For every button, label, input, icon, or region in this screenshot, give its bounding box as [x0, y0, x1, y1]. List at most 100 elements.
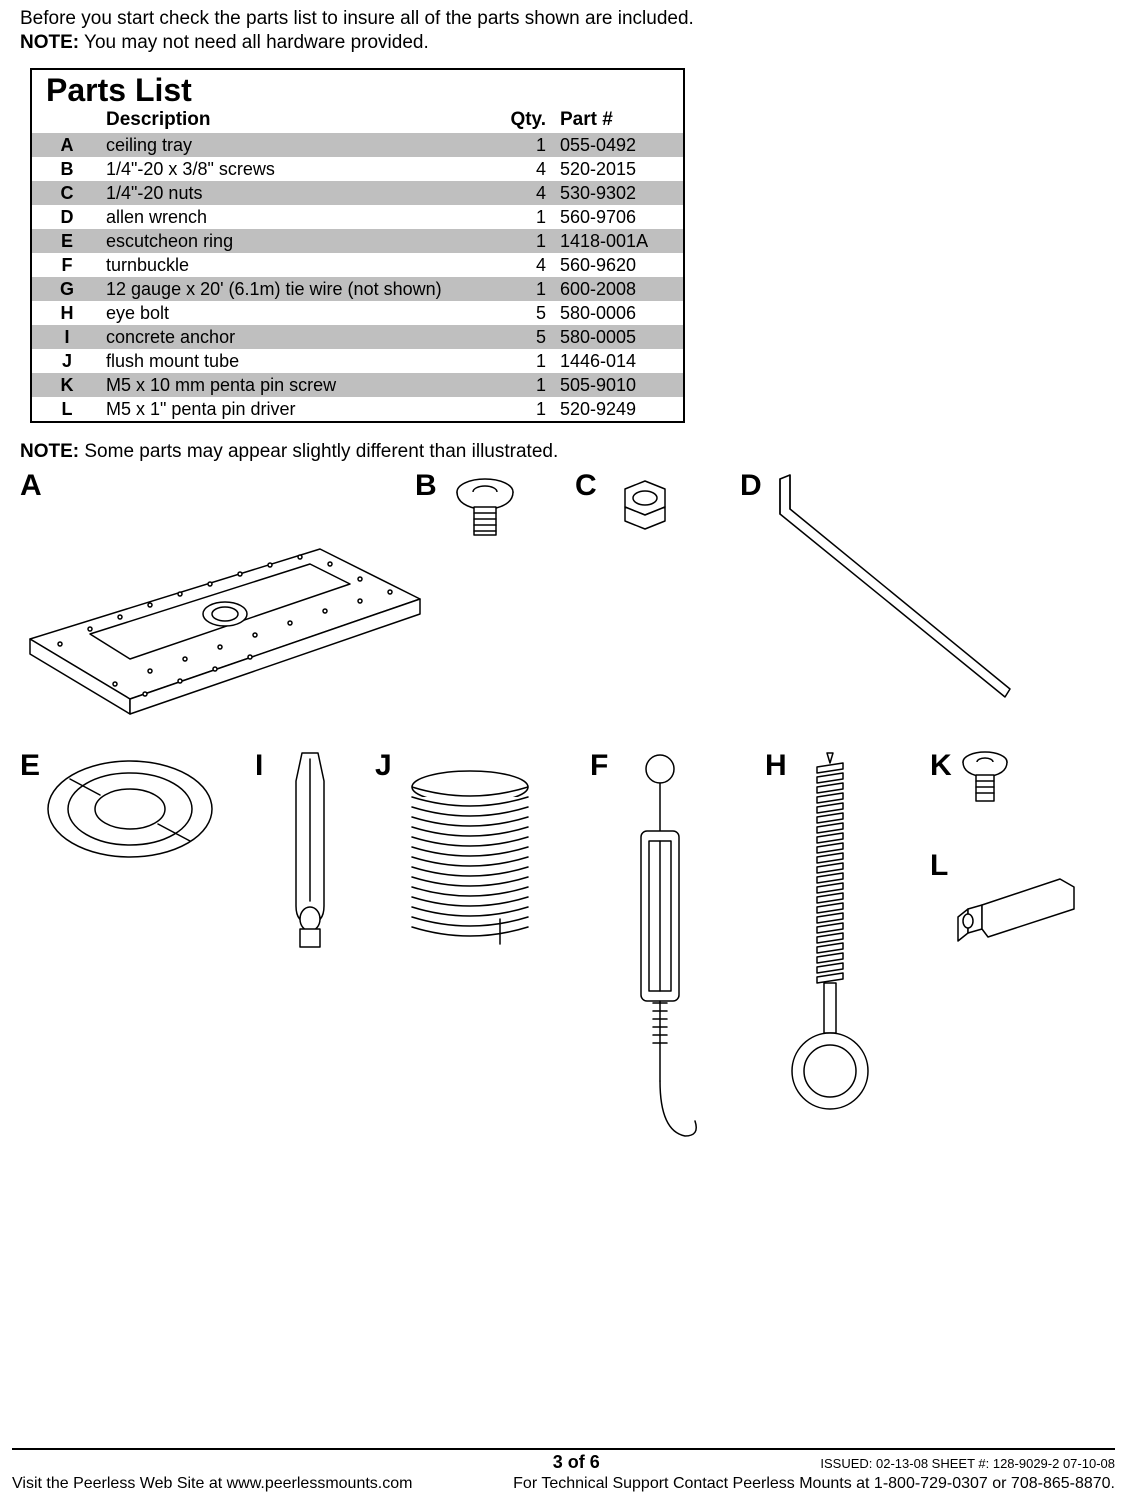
footer-page-number: 3 of 6 — [332, 1452, 820, 1473]
row-desc: eye bolt — [102, 301, 502, 325]
row-id: E — [32, 229, 102, 253]
row-part: 560-9620 — [552, 253, 682, 277]
part-label-f: F — [590, 749, 608, 783]
row-part: 520-2015 — [552, 157, 682, 181]
row-part: 530-9302 — [552, 181, 682, 205]
note-2-rest: Some parts may appear slightly different… — [79, 441, 558, 462]
part-illustration-a — [20, 479, 430, 724]
row-qty: 1 — [502, 277, 552, 301]
footer-right: For Technical Support Contact Peerless M… — [513, 1475, 1115, 1493]
part-label-h: H — [765, 749, 787, 783]
part-label-d: D — [740, 469, 762, 503]
page: Before you start check the parts list to… — [0, 0, 1127, 1499]
row-desc: M5 x 10 mm penta pin screw — [102, 373, 502, 397]
part-illustration-k — [958, 751, 1013, 816]
row-id: G — [32, 277, 102, 301]
table-row: Jflush mount tube11446-014 — [32, 349, 683, 373]
row-qty: 1 — [502, 349, 552, 373]
row-id: A — [32, 133, 102, 157]
row-qty: 5 — [502, 301, 552, 325]
row-id: J — [32, 349, 102, 373]
table-row: G12 gauge x 20' (6.1m) tie wire (not sho… — [32, 277, 683, 301]
part-illustration-c — [610, 477, 680, 542]
parts-table: Parts List Description Qty. Part # Aceil… — [30, 68, 685, 423]
note-label-1: NOTE: — [20, 32, 79, 53]
row-qty: 1 — [502, 397, 552, 421]
part-label-l: L — [930, 849, 948, 883]
part-illustration-b — [450, 477, 520, 552]
intro-line-1: Before you start check the parts list to… — [20, 8, 1107, 30]
part-illustration-l — [950, 869, 1085, 954]
table-row: Aceiling tray1055-0492 — [32, 133, 683, 157]
row-part: 580-0006 — [552, 301, 682, 325]
part-illustration-j — [400, 769, 540, 954]
row-id: B — [32, 157, 102, 181]
row-part: 560-9706 — [552, 205, 682, 229]
row-id: C — [32, 181, 102, 205]
note-2: NOTE: Some parts may appear slightly dif… — [20, 441, 1107, 463]
parts-table-title: Parts List — [32, 70, 683, 109]
row-desc: concrete anchor — [102, 325, 502, 349]
part-label-k: K — [930, 749, 952, 783]
footer-issued: ISSUED: 02-13-08 SHEET #: 128-9029-2 07-… — [820, 1456, 1115, 1471]
row-desc: 12 gauge x 20' (6.1m) tie wire (not show… — [102, 277, 502, 301]
parts-table-body: Aceiling tray1055-0492B1/4"-20 x 3/8" sc… — [32, 133, 683, 421]
row-qty: 1 — [502, 373, 552, 397]
intro-line-2: NOTE: You may not need all hardware prov… — [20, 32, 1107, 54]
parts-table-header: Description Qty. Part # — [32, 109, 683, 133]
row-desc: allen wrench — [102, 205, 502, 229]
row-part: 1446-014 — [552, 349, 682, 373]
part-illustration-e — [40, 749, 215, 874]
row-qty: 1 — [502, 229, 552, 253]
footer: 3 of 6 ISSUED: 02-13-08 SHEET #: 128-902… — [0, 1448, 1127, 1493]
row-id: L — [32, 397, 102, 421]
row-qty: 4 — [502, 253, 552, 277]
part-label-i: I — [255, 749, 263, 783]
footer-rule — [12, 1448, 1115, 1450]
part-illustration-h — [785, 751, 875, 1126]
row-desc: ceiling tray — [102, 133, 502, 157]
part-illustration-f — [615, 751, 705, 1161]
header-part: Part # — [552, 109, 682, 131]
row-desc: turnbuckle — [102, 253, 502, 277]
part-label-j: J — [375, 749, 392, 783]
row-part: 580-0005 — [552, 325, 682, 349]
table-row: Dallen wrench1560-9706 — [32, 205, 683, 229]
table-row: Eescutcheon ring11418-001A — [32, 229, 683, 253]
row-desc: escutcheon ring — [102, 229, 502, 253]
footer-top-row: 3 of 6 ISSUED: 02-13-08 SHEET #: 128-902… — [12, 1452, 1115, 1473]
table-row: Fturnbuckle4560-9620 — [32, 253, 683, 277]
table-row: C1/4"-20 nuts4530-9302 — [32, 181, 683, 205]
row-id: I — [32, 325, 102, 349]
table-row: B1/4"-20 x 3/8" screws4520-2015 — [32, 157, 683, 181]
footer-bottom-row: Visit the Peerless Web Site at www.peerl… — [12, 1475, 1115, 1493]
row-id: K — [32, 373, 102, 397]
row-part: 055-0492 — [552, 133, 682, 157]
part-label-e: E — [20, 749, 40, 783]
row-part: 1418-001A — [552, 229, 682, 253]
row-desc: 1/4"-20 nuts — [102, 181, 502, 205]
intro-line-2-rest: You may not need all hardware provided. — [79, 32, 429, 53]
note-label-2: NOTE: — [20, 441, 79, 462]
row-qty: 4 — [502, 181, 552, 205]
row-qty: 5 — [502, 325, 552, 349]
table-row: Heye bolt5580-0006 — [32, 301, 683, 325]
row-id: F — [32, 253, 102, 277]
row-qty: 1 — [502, 205, 552, 229]
row-qty: 4 — [502, 157, 552, 181]
row-id: D — [32, 205, 102, 229]
part-illustration-i — [280, 751, 340, 956]
row-desc: 1/4"-20 x 3/8" screws — [102, 157, 502, 181]
row-part: 600-2008 — [552, 277, 682, 301]
row-part: 520-9249 — [552, 397, 682, 421]
row-id: H — [32, 301, 102, 325]
row-part: 505-9010 — [552, 373, 682, 397]
row-desc: flush mount tube — [102, 349, 502, 373]
table-row: KM5 x 10 mm penta pin screw1505-9010 — [32, 373, 683, 397]
footer-left: Visit the Peerless Web Site at www.peerl… — [12, 1475, 412, 1493]
part-label-b: B — [415, 469, 437, 503]
table-row: LM5 x 1" penta pin driver1520-9249 — [32, 397, 683, 421]
row-qty: 1 — [502, 133, 552, 157]
part-label-c: C — [575, 469, 597, 503]
row-desc: M5 x 1" penta pin driver — [102, 397, 502, 421]
